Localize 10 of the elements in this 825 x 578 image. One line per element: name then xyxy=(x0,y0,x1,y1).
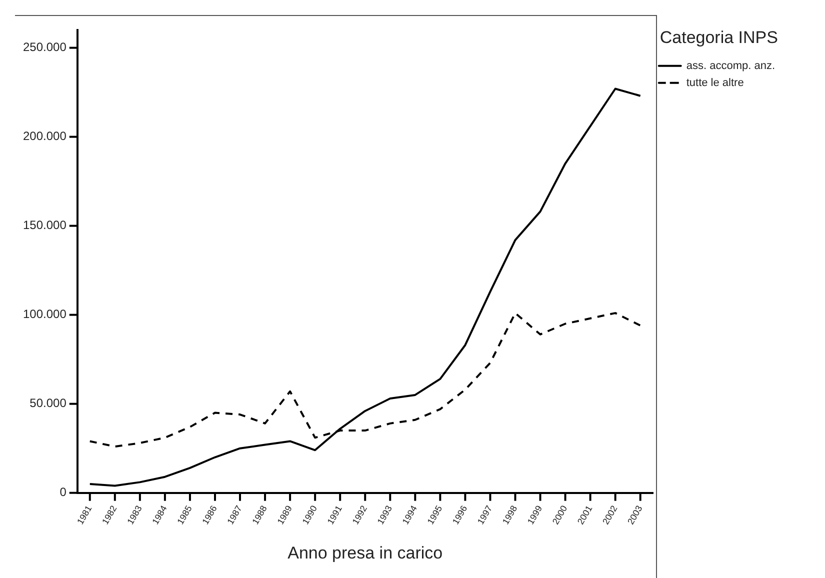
legend-label: tutte le altre xyxy=(686,76,744,89)
y-tick-label: 200.000 xyxy=(22,129,67,144)
x-axis-title: Anno presa in carico xyxy=(288,543,443,562)
y-tick-label: 50.000 xyxy=(30,396,67,410)
y-tick-label: 0 xyxy=(60,485,67,500)
y-tick-label: 100.000 xyxy=(22,307,67,322)
y-tick-label: 150.000 xyxy=(22,218,67,232)
legend-title: Categoria INPS xyxy=(660,28,778,48)
legend-label: ass. accomp. anz. xyxy=(686,60,776,72)
y-tick-label: 250.000 xyxy=(22,40,67,54)
